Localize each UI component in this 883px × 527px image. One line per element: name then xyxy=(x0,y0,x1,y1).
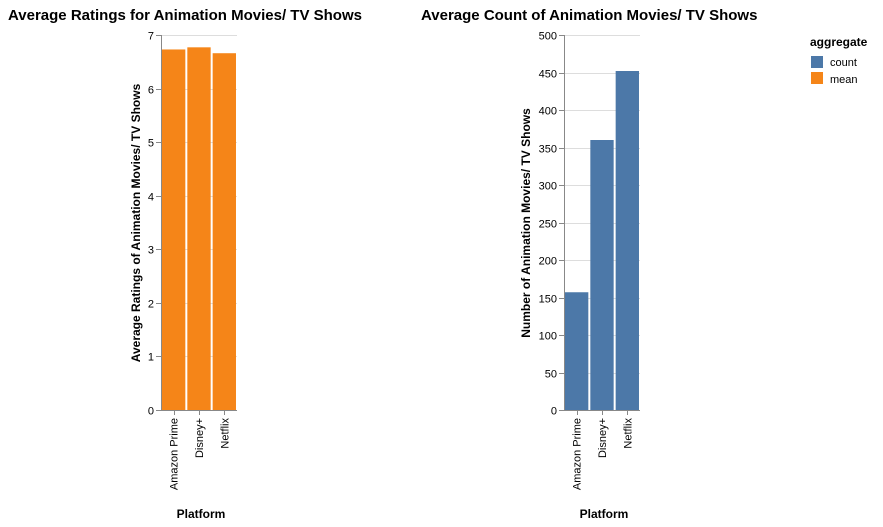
count-x-tick-label: Amazon Prime xyxy=(572,418,584,490)
count-y-tick-label: 150 xyxy=(539,294,557,306)
legend-label-count: count xyxy=(830,57,857,69)
count-y-tick-label: 50 xyxy=(545,369,557,381)
legend: aggregate count mean xyxy=(810,35,868,86)
ratings-bar-amazon-prime[interactable] xyxy=(162,49,186,410)
count-y-tick-label: 250 xyxy=(539,219,557,231)
ratings-chart-panel: Average Ratings for Animation Movies/ TV… xyxy=(8,7,362,521)
ratings-x-tick-label: Amazon Prime xyxy=(169,418,181,490)
ratings-y-tick-label: 7 xyxy=(148,31,154,43)
count-y-tick-label: 500 xyxy=(539,31,557,43)
count-y-tick-label: 200 xyxy=(539,256,557,268)
count-y-tick-label: 300 xyxy=(539,181,557,193)
count-bar-netflix[interactable] xyxy=(615,71,639,410)
count-x-axis-title: Platform xyxy=(580,507,629,521)
count-bar-amazon-prime[interactable] xyxy=(565,292,589,410)
count-x-tick-label: Disney+ xyxy=(597,418,609,458)
count-y-tick-label: 100 xyxy=(539,331,557,343)
count-bar-disney-[interactable] xyxy=(590,140,614,410)
count-y-tick-label: 350 xyxy=(539,144,557,156)
ratings-y-tick-label: 0 xyxy=(148,406,154,418)
count-y-tick-label: 400 xyxy=(539,106,557,118)
ratings-x-tick-label: Netflix xyxy=(219,418,231,449)
legend-title: aggregate xyxy=(810,35,868,49)
ratings-y-tick-label: 6 xyxy=(148,85,154,97)
count-y-tick-label: 450 xyxy=(539,69,557,81)
ratings-x-tick-label: Disney+ xyxy=(194,418,206,458)
ratings-y-tick-label: 1 xyxy=(148,352,154,364)
ratings-y-tick-label: 5 xyxy=(148,138,154,150)
ratings-y-axis-title: Average Ratings of Animation Movies/ TV … xyxy=(129,83,143,362)
ratings-y-tick-label: 4 xyxy=(148,192,154,204)
ratings-chart-title: Average Ratings for Animation Movies/ TV… xyxy=(8,7,362,24)
ratings-y-tick-label: 2 xyxy=(148,299,154,311)
legend-swatch-count xyxy=(811,56,823,68)
ratings-x-axis-title: Platform xyxy=(177,507,226,521)
legend-label-mean: mean xyxy=(830,74,858,86)
count-y-tick-label: 0 xyxy=(551,406,557,418)
count-chart-title: Average Count of Animation Movies/ TV Sh… xyxy=(421,7,757,24)
count-chart-panel: Average Count of Animation Movies/ TV Sh… xyxy=(421,7,757,521)
ratings-bar-netflix[interactable] xyxy=(212,53,236,410)
legend-swatch-mean xyxy=(811,72,823,84)
count-y-axis-title: Number of Animation Movies/ TV Shows xyxy=(519,108,533,338)
ratings-y-tick-label: 3 xyxy=(148,245,154,257)
ratings-bar-disney-[interactable] xyxy=(187,47,211,410)
count-x-tick-label: Netflix xyxy=(622,418,634,449)
